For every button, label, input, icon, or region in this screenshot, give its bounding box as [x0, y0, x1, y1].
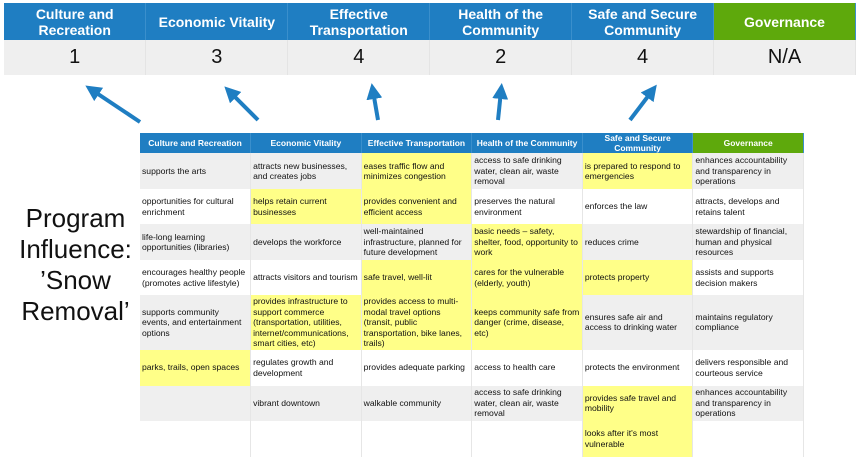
table-cell: maintains regulatory compliance	[692, 295, 804, 350]
score-value: N/A	[713, 40, 856, 75]
table-cell: basic needs – safety, shelter, food, opp…	[471, 224, 583, 260]
arrow-icon	[366, 83, 383, 121]
table-cell: is prepared to respond to emergencies	[582, 153, 694, 189]
table-cell: supports the arts	[140, 153, 252, 189]
table-row: life-long learning opportunities (librar…	[140, 224, 804, 260]
table-cell: supports community events, and entertain…	[140, 295, 252, 350]
table-cell: helps retain current businesses	[250, 189, 362, 224]
score-header: Economic Vitality	[145, 3, 289, 40]
table-row: supports community events, and entertain…	[140, 295, 804, 350]
table-cell: eases traffic flow and minimizes congest…	[361, 153, 473, 189]
table-cell: attracts visitors and tourism	[250, 260, 362, 295]
column-header: Culture and Recreation	[140, 133, 252, 153]
table-cell: access to health care	[471, 349, 583, 386]
arrow-icon	[85, 85, 142, 124]
table-cell: stewardship of financial, human and phys…	[692, 224, 804, 260]
score-header: Effective Transportation	[287, 3, 431, 40]
table-row: encourages healthy people (promotes acti…	[140, 260, 804, 295]
column-header: Economic Vitality	[250, 133, 362, 153]
score-header: Health of the Community	[429, 3, 573, 40]
arrow-icon	[492, 83, 509, 121]
table-row: opportunities for cultural enrichment hel…	[140, 189, 804, 224]
score-value: 2	[429, 40, 573, 75]
table-cell	[692, 420, 804, 457]
table-cell: cares for the vulnerable (elderly, youth…	[471, 260, 583, 295]
table-cell: develops the workforce	[250, 224, 362, 260]
score-header: Culture and Recreation	[4, 3, 147, 40]
table-cell: encourages healthy people (promotes acti…	[140, 260, 252, 295]
table-cell: preserves the natural environment	[471, 189, 583, 224]
table-cell: enforces the law	[582, 189, 694, 224]
table-cell: life-long learning opportunities (librar…	[140, 224, 252, 260]
table-cell: vibrant downtown	[250, 385, 362, 421]
table-cell: enhances accountability and transparency…	[692, 153, 804, 189]
table-cell	[361, 420, 473, 457]
table-cell: enhances accountability and transparency…	[692, 385, 804, 421]
column-header: Governance	[692, 133, 804, 153]
arrow-icon	[628, 84, 657, 122]
table-cell	[250, 420, 362, 457]
table-cell: keeps community safe from danger (crime,…	[471, 295, 583, 350]
influence-matrix-table: Culture and Recreation Economic Vitality E…	[140, 133, 804, 457]
table-cell: provides safe travel and mobility	[582, 385, 694, 421]
score-value: 3	[145, 40, 289, 75]
table-cell: protects property	[582, 260, 694, 295]
table-cell	[471, 420, 583, 457]
table-cell: attracts, develops and retains talent	[692, 189, 804, 224]
table-cell: regulates growth and development	[250, 349, 362, 386]
table-cell: provides convenient and efficient access	[361, 189, 473, 224]
table-cell	[140, 385, 252, 421]
score-value: 1	[4, 40, 147, 75]
score-header: Safe and Secure Community	[571, 3, 715, 40]
table-cell	[140, 420, 252, 457]
table-cell: provides adequate parking	[361, 349, 473, 386]
arrow-icon	[224, 86, 260, 122]
table-cell: access to safe drinking water, clean air…	[471, 385, 583, 421]
score-header: Governance	[713, 3, 856, 40]
table-cell: walkable community	[361, 385, 473, 421]
table-cell: well-maintained infrastructure, planned …	[361, 224, 473, 260]
table-cell: opportunities for cultural enrichment	[140, 189, 252, 224]
table-row: vibrant downtown walkable community access…	[140, 385, 804, 421]
table-cell: safe travel, well-lit	[361, 260, 473, 295]
score-value: 4	[571, 40, 715, 75]
table-cell: parks, trails, open spaces	[140, 349, 252, 386]
table-cell: delivers responsible and courteous servi…	[692, 349, 804, 386]
table-cell: attracts new businesses, and creates job…	[250, 153, 362, 189]
table-cell: provides access to multi-modal travel op…	[361, 295, 473, 350]
table-cell: ensures safe air and access to drinking …	[582, 295, 694, 350]
score-summary-table: Culture and Recreation Economic Vitality E…	[4, 3, 856, 75]
score-value: 4	[287, 40, 431, 75]
table-cell: provides infrastructure to support comme…	[250, 295, 362, 350]
table-row: looks after it's most vulnerable	[140, 420, 804, 457]
program-influence-label: Program Influence: ’Snow Removal’	[19, 203, 132, 326]
table-row: supports the arts attracts new businesses…	[140, 153, 804, 189]
column-header: Safe and Secure Community	[582, 133, 694, 153]
table-cell: assists and supports decision makers	[692, 260, 804, 295]
table-row: parks, trails, open spaces regulates grow…	[140, 349, 804, 386]
table-cell: reduces crime	[582, 224, 694, 260]
table-cell: protects the environment	[582, 349, 694, 386]
table-cell: access to safe drinking water, clean air…	[471, 153, 583, 189]
table-cell: looks after it's most vulnerable	[582, 420, 694, 457]
column-header: Effective Transportation	[361, 133, 473, 153]
column-header: Health of the Community	[471, 133, 583, 153]
